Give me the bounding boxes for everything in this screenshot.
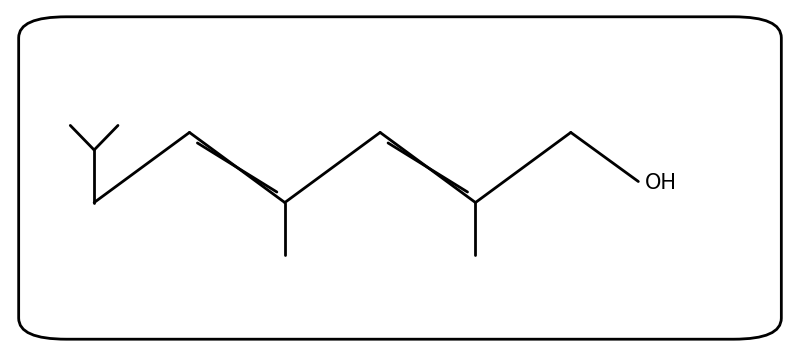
Text: OH: OH: [645, 173, 677, 193]
